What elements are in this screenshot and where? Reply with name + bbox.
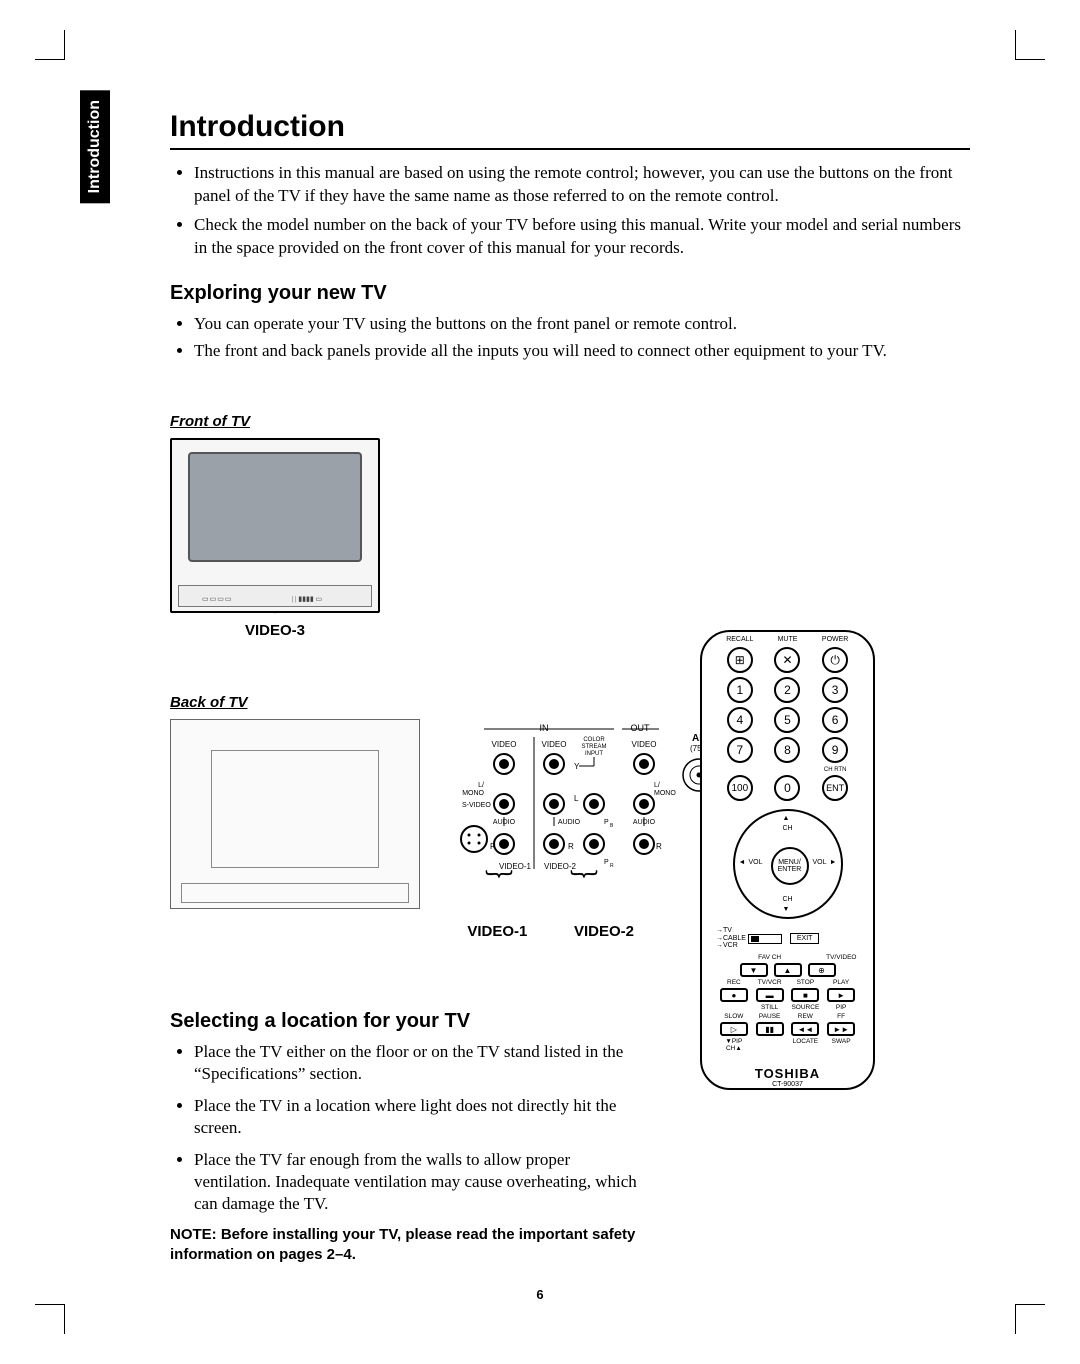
menu-enter-button[interactable]: MENU/ENTER: [771, 847, 809, 885]
svg-text:R: R: [610, 863, 614, 869]
svg-text:MONO: MONO: [654, 790, 676, 797]
recall-button[interactable]: ⊞: [727, 647, 753, 673]
num-0-button[interactable]: 0: [774, 775, 800, 801]
front-label: Front of TV: [170, 413, 970, 430]
video1-label: VIDEO-1: [447, 923, 547, 940]
video3-label: VIDEO-3: [170, 622, 380, 639]
svg-text:L/: L/: [654, 782, 660, 789]
intro-bullet: Check the model number on the back of yo…: [194, 214, 970, 260]
favch-up-button[interactable]: ▲: [774, 963, 802, 977]
num-100-button[interactable]: 100: [727, 775, 753, 801]
svg-text:MONO: MONO: [462, 790, 484, 797]
svg-text:R: R: [568, 842, 574, 851]
power-label: POWER: [820, 636, 850, 643]
svg-text:R: R: [656, 842, 662, 851]
intro-bullets: Instructions in this manual are based on…: [194, 162, 970, 260]
chrtn-label: CH RTN: [820, 767, 850, 773]
svg-text:P: P: [604, 859, 609, 866]
svg-text:VIDEO: VIDEO: [492, 740, 517, 749]
video2-label: VIDEO-2: [554, 923, 654, 940]
tv-front-illustration: ▭▭▭▭ | | ▮▮▮▮ ▭ ︸ VIDEO-3: [170, 438, 380, 639]
mute-button[interactable]: ✕: [774, 647, 800, 673]
svg-text:P: P: [604, 819, 609, 826]
tv-back-illustration: [170, 719, 420, 909]
svg-text:︸: ︸: [570, 869, 598, 901]
svg-text:L/: L/: [478, 782, 484, 789]
exit-button[interactable]: EXIT: [790, 933, 820, 944]
num-5-button[interactable]: 5: [774, 707, 800, 733]
page-title: Introduction: [170, 110, 970, 150]
num-2-button[interactable]: 2: [774, 677, 800, 703]
ent-button[interactable]: ENT: [822, 775, 848, 801]
num-4-button[interactable]: 4: [727, 707, 753, 733]
front-of-tv-figure: Front of TV ▭▭▭▭ | | ▮▮▮▮ ▭ ︸ VIDEO-3: [170, 413, 970, 639]
svg-text:VIDEO: VIDEO: [632, 740, 657, 749]
num-1-button[interactable]: 1: [727, 677, 753, 703]
svg-text:B: B: [610, 823, 614, 829]
num-9-button[interactable]: 9: [822, 737, 848, 763]
svg-text:VIDEO: VIDEO: [542, 740, 567, 749]
brand-label: TOSHIBA: [702, 1066, 873, 1081]
input-panel-diagram: IN OUT ANT (75Ω) VIDEO VIDEO COLOR STREA…: [444, 719, 724, 940]
safety-note: NOTE: Before installing your TV, please …: [170, 1225, 640, 1264]
select-title: Selecting a location for your TV: [170, 1010, 640, 1033]
slow-button[interactable]: ▷: [720, 1022, 748, 1036]
svg-text:COLOR: COLOR: [583, 737, 605, 743]
svg-text:S-VIDEO: S-VIDEO: [462, 802, 491, 809]
svg-text:R: R: [490, 842, 496, 851]
rew-button[interactable]: ◄◄: [791, 1022, 819, 1036]
exploring-title: Exploring your new TV: [170, 282, 970, 305]
dpad[interactable]: MENU/ENTER ▲ CH CH ▼ ◄ VOL VOL ►: [733, 809, 843, 919]
rec-button[interactable]: ●: [720, 988, 748, 1002]
model-label: CT-90037: [702, 1081, 873, 1088]
svg-text:STREAM: STREAM: [581, 744, 606, 750]
num-6-button[interactable]: 6: [822, 707, 848, 733]
svg-text:AUDIO: AUDIO: [558, 819, 581, 826]
svg-text:︸: ︸: [485, 869, 513, 901]
intro-bullet: Instructions in this manual are based on…: [194, 162, 970, 208]
in-label: IN: [540, 723, 549, 733]
mute-label: MUTE: [772, 636, 802, 643]
svg-text:INPUT: INPUT: [585, 751, 603, 757]
select-bullet: Place the TV in a location where light d…: [194, 1095, 640, 1139]
svg-text:OUT: OUT: [631, 723, 651, 733]
selecting-location-section: Selecting a location for your TV Place t…: [170, 1010, 640, 1265]
ff-button[interactable]: ►►: [827, 1022, 855, 1036]
side-tab: Introduction: [80, 90, 110, 203]
num-7-button[interactable]: 7: [727, 737, 753, 763]
svg-text:L: L: [574, 794, 579, 803]
tvvcr-button[interactable]: ▬: [756, 988, 784, 1002]
favch-down-button[interactable]: ▼: [740, 963, 768, 977]
tvvideo-button[interactable]: ⊕: [808, 963, 836, 977]
exploring-bullets: You can operate your TV using the button…: [194, 313, 970, 363]
play-button[interactable]: ►: [827, 988, 855, 1002]
select-bullet: Place the TV either on the floor or on t…: [194, 1041, 640, 1085]
remote-control-illustration: RECALL MUTE POWER ⊞ ✕ ⏻ 1 2 3 4 5 6 7 8 …: [700, 630, 875, 1090]
select-bullet: Place the TV far enough from the walls t…: [194, 1149, 640, 1215]
stop-button[interactable]: ■: [791, 988, 819, 1002]
exploring-bullet: You can operate your TV using the button…: [194, 313, 970, 336]
power-button[interactable]: ⏻: [822, 647, 848, 673]
recall-label: RECALL: [725, 636, 755, 643]
page-number: 6: [0, 1287, 1080, 1302]
tv-cable-vcr-switch[interactable]: →TV →CABLE →VCR EXIT: [716, 927, 859, 950]
num-8-button[interactable]: 8: [774, 737, 800, 763]
num-3-button[interactable]: 3: [822, 677, 848, 703]
pause-button[interactable]: ▮▮: [756, 1022, 784, 1036]
exploring-bullet: The front and back panels provide all th…: [194, 340, 970, 363]
